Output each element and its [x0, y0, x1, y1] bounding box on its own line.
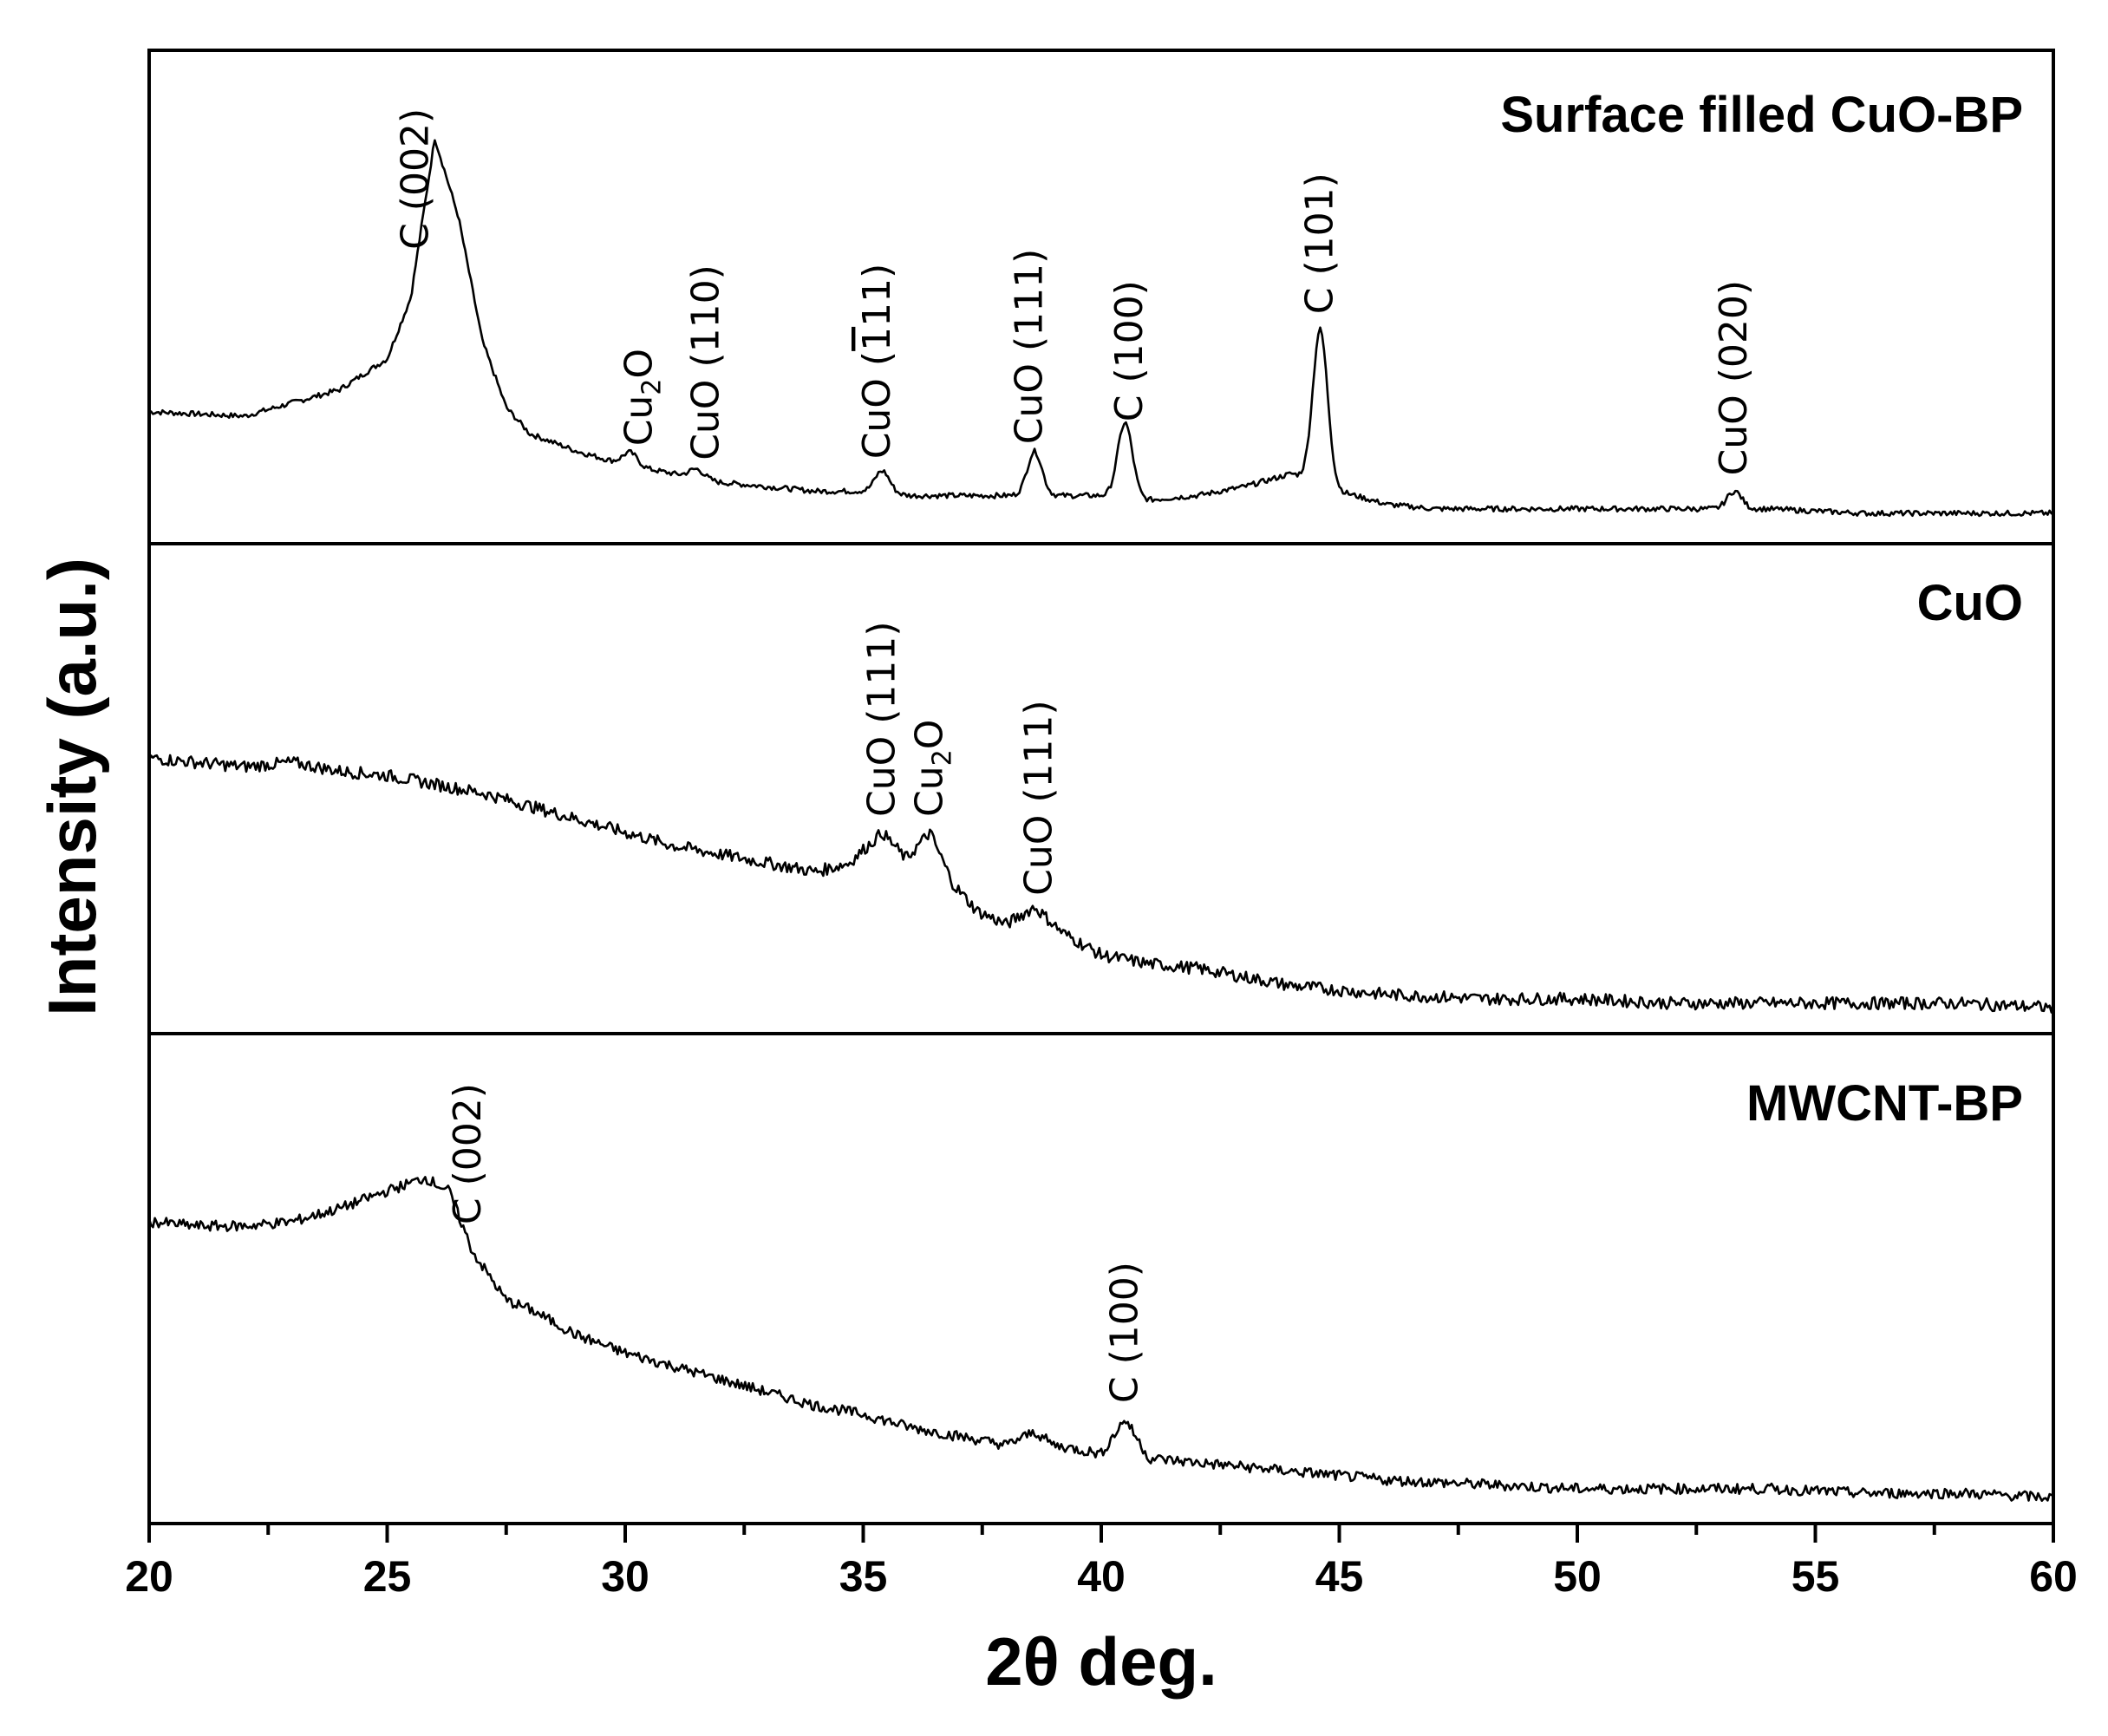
peak-label-subscript: 2	[927, 749, 957, 766]
peak-label-main: C (002)	[446, 1083, 490, 1224]
x-tick-label: 20	[125, 1552, 173, 1601]
peak-label-main: C (002)	[393, 108, 437, 250]
peak-label-suffix: O	[907, 720, 951, 750]
panel-title: Surface filled CuO-BP	[1500, 87, 2023, 143]
x-tick-label: 60	[2029, 1552, 2078, 1601]
peak-label: CuO (111)	[1017, 700, 1061, 896]
peak-label-text: Cu2O	[617, 349, 668, 446]
panel-title: CuO	[1917, 575, 2023, 631]
peak-label-main: Cu	[617, 395, 662, 447]
peak-label-text: CuO (111)	[860, 621, 904, 817]
peak-label-overbar: 1	[855, 327, 899, 351]
traces	[147, 139, 2055, 1502]
x-tick-label: 45	[1315, 1552, 1364, 1601]
peak-label-main: C (100)	[1107, 280, 1152, 421]
x-tick-label: 25	[363, 1552, 412, 1601]
peak-label-text: CuO (110)	[683, 264, 728, 460]
x-tick-label: 35	[839, 1552, 888, 1601]
peak-label-text: C (101)	[1298, 173, 1342, 314]
peak-label-subscript: 2	[637, 379, 668, 395]
peak-label-text: CuO (111)	[855, 264, 899, 460]
peak-label-text: Cu2O	[907, 720, 957, 817]
peak-label: CuO (110)	[683, 264, 728, 460]
peak-label: CuO (111)	[855, 264, 899, 460]
x-axis: 20 25 30 35 40 45 50 55 60	[125, 1524, 2078, 1601]
x-tick-label: 30	[601, 1552, 649, 1601]
peak-label-main: CuO (111)	[1008, 249, 1052, 445]
peak-label-text: CuO (111)	[1008, 249, 1052, 445]
peak-label-suffix: O	[617, 349, 662, 379]
peak-label-suffix: 11)	[855, 264, 899, 327]
series-line	[147, 1176, 2054, 1502]
peak-label-main: Cu	[907, 766, 951, 817]
peak-label: C (100)	[1107, 280, 1152, 421]
peak-label-text: C (002)	[393, 108, 437, 250]
peak-label-main: C (101)	[1298, 173, 1342, 314]
peak-label-main: CuO (111)	[860, 621, 904, 817]
peak-label: C (101)	[1298, 173, 1342, 314]
series-line	[148, 139, 2055, 518]
x-tick-label: 50	[1553, 1552, 1602, 1601]
peak-label: Cu2O	[617, 349, 668, 446]
peak-label: C (100)	[1102, 1262, 1146, 1403]
peak-label-main: CuO (020)	[1712, 280, 1756, 476]
peak-annotations: Surface filled CuO-BPC (002)Cu2O CuO (110…	[393, 87, 2023, 1403]
peak-label-text: C (100)	[1102, 1262, 1146, 1403]
peak-label: Cu2O	[907, 720, 957, 817]
peak-label: C (002)	[446, 1083, 490, 1224]
y-axis-label: Intensity (a.u.)	[34, 558, 110, 1016]
peak-label: C (002)	[393, 108, 437, 250]
peak-label-main: CuO (110)	[683, 264, 728, 460]
x-tick-label: 40	[1077, 1552, 1126, 1601]
peak-label: CuO (020)	[1712, 280, 1756, 476]
peak-label-main: C (100)	[1102, 1262, 1146, 1403]
peak-label-text: C (002)	[446, 1083, 490, 1224]
peak-label-main: CuO (111)	[1017, 700, 1061, 896]
x-axis-label: 2θ deg.	[985, 1623, 1217, 1700]
x-tick-label: 55	[1791, 1552, 1840, 1601]
peak-label-text: C (100)	[1107, 280, 1152, 421]
peak-label: CuO (111)	[1008, 249, 1052, 445]
panel-title: MWCNT-BP	[1746, 1075, 2023, 1132]
peak-label: CuO (111)	[860, 621, 904, 817]
peak-label-main: CuO (	[855, 351, 899, 459]
peak-label-text: CuO (020)	[1712, 280, 1756, 476]
series-line	[147, 754, 2055, 1014]
peak-label-text: CuO (111)	[1017, 700, 1061, 896]
